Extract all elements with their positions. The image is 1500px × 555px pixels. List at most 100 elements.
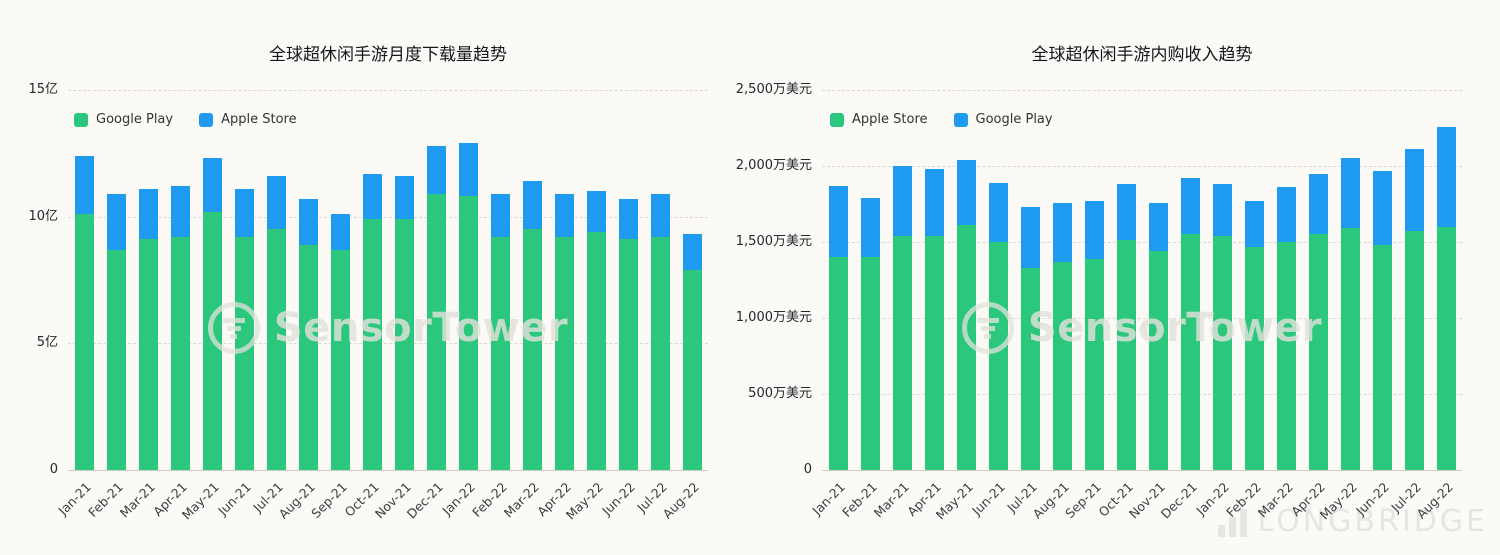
bar-segment-apple-store[interactable] <box>618 198 638 240</box>
bar-segment-google-play[interactable] <box>1372 170 1392 246</box>
bar-segment-apple-store[interactable] <box>170 186 190 237</box>
bar-segment-google-play[interactable] <box>1020 207 1040 268</box>
gridline <box>822 470 1462 471</box>
bar-segment-google-play[interactable] <box>490 236 510 470</box>
bar-segment-apple-store[interactable] <box>1180 234 1200 470</box>
bar-segment-apple-store[interactable] <box>106 193 126 250</box>
bar-segment-google-play[interactable] <box>1244 200 1264 247</box>
bar-segment-google-play[interactable] <box>74 214 94 470</box>
bar-segment-apple-store[interactable] <box>1244 246 1264 470</box>
bar-segment-apple-store[interactable] <box>1372 245 1392 470</box>
bar-segment-apple-store[interactable] <box>924 235 944 470</box>
bar-segment-google-play[interactable] <box>828 185 848 258</box>
bar-segment-google-play[interactable] <box>394 219 414 470</box>
bar-segment-apple-store[interactable] <box>1340 228 1360 470</box>
bar-segment-google-play[interactable] <box>266 229 286 470</box>
bar-segment-apple-store[interactable] <box>828 257 848 470</box>
logo-bar <box>1229 517 1237 537</box>
bar-segment-apple-store[interactable] <box>1084 258 1104 470</box>
bar-segment-apple-store[interactable] <box>362 173 382 220</box>
bar-segment-apple-store[interactable] <box>458 143 478 197</box>
bar-segment-apple-store[interactable] <box>330 214 350 250</box>
legend-item[interactable]: Apple Store <box>830 112 928 127</box>
bar-segment-google-play[interactable] <box>1436 126 1456 227</box>
bar-segment-google-play[interactable] <box>682 269 702 470</box>
bar-segment-apple-store[interactable] <box>988 242 1008 470</box>
bar-segment-apple-store[interactable] <box>956 225 976 470</box>
bar-segment-google-play[interactable] <box>202 211 222 470</box>
bar-segment-google-play[interactable] <box>138 239 158 470</box>
bar-segment-google-play[interactable] <box>1404 149 1424 232</box>
bar-segment-google-play[interactable] <box>860 197 880 258</box>
bar-segment-google-play[interactable] <box>1276 187 1296 242</box>
bar-segment-google-play[interactable] <box>106 249 126 470</box>
bar-segment-google-play[interactable] <box>298 244 318 470</box>
gridline <box>822 318 1462 319</box>
bar-segment-google-play[interactable] <box>362 219 382 470</box>
bar-segment-google-play[interactable] <box>458 196 478 470</box>
bar-segment-apple-store[interactable] <box>892 235 912 470</box>
bar-segment-apple-store[interactable] <box>74 155 94 215</box>
sensortower-watermark: SensorTower <box>68 302 708 354</box>
bar-segment-apple-store[interactable] <box>490 193 510 237</box>
bar-segment-google-play[interactable] <box>1212 184 1232 236</box>
bar-segment-apple-store[interactable] <box>586 191 606 232</box>
logo-bar <box>1240 509 1248 537</box>
bar-segment-apple-store[interactable] <box>202 158 222 212</box>
bar-segment-apple-store[interactable] <box>138 188 158 240</box>
bar-segment-apple-store[interactable] <box>266 176 286 230</box>
bar-segment-google-play[interactable] <box>1052 202 1072 262</box>
bar-segment-apple-store[interactable] <box>1020 267 1040 470</box>
bar-segment-google-play[interactable] <box>170 236 190 470</box>
bar-segment-google-play[interactable] <box>956 159 976 226</box>
bar-segment-apple-store[interactable] <box>1212 235 1232 470</box>
logo-bar <box>1218 525 1226 537</box>
bar-segment-apple-store[interactable] <box>1116 240 1136 470</box>
bar-segment-google-play[interactable] <box>1084 200 1104 259</box>
bar-segment-google-play[interactable] <box>1148 202 1168 252</box>
bar-segment-apple-store[interactable] <box>860 257 880 470</box>
bar-segment-google-play[interactable] <box>924 169 944 236</box>
bar-segment-google-play[interactable] <box>1116 184 1136 241</box>
bar-segment-apple-store[interactable] <box>394 176 414 220</box>
bar-segment-google-play[interactable] <box>1340 158 1360 229</box>
gridline <box>822 394 1462 395</box>
gridline <box>68 90 708 91</box>
y-axis-label: 2,000万美元 <box>735 158 812 173</box>
bar-segment-apple-store[interactable] <box>1148 251 1168 470</box>
bar-segment-google-play[interactable] <box>1180 178 1200 235</box>
chart-title: 全球超休闲手游月度下载量趋势 <box>269 45 507 65</box>
bar-segment-apple-store[interactable] <box>522 181 542 230</box>
legend: Google Play Apple Store <box>74 112 297 127</box>
chart-title: 全球超休闲手游内购收入趋势 <box>1031 45 1253 65</box>
y-axis-label: 1,500万美元 <box>735 234 812 249</box>
bar-segment-apple-store[interactable] <box>1404 231 1424 470</box>
bar-segment-google-play[interactable] <box>554 236 574 470</box>
bar-segment-google-play[interactable] <box>426 193 446 470</box>
y-axis-label: 2,500万美元 <box>735 82 812 97</box>
bar-segment-google-play[interactable] <box>650 236 670 470</box>
bar-segment-apple-store[interactable] <box>554 193 574 237</box>
legend-item[interactable]: Google Play <box>953 112 1053 127</box>
bar-segment-apple-store[interactable] <box>298 198 318 245</box>
bar-segment-google-play[interactable] <box>330 249 350 470</box>
bar-segment-apple-store[interactable] <box>1436 226 1456 470</box>
bar-segment-apple-store[interactable] <box>650 193 670 237</box>
bar-segment-google-play[interactable] <box>892 166 912 236</box>
legend-item[interactable]: Google Play <box>74 112 173 127</box>
bar-segment-google-play[interactable] <box>988 182 1008 242</box>
longbridge-logo-icon <box>1218 509 1248 537</box>
bar-segment-google-play[interactable] <box>522 229 542 470</box>
bar-segment-apple-store[interactable] <box>682 234 702 270</box>
bar-segment-apple-store[interactable] <box>1276 242 1296 470</box>
legend-item[interactable]: Apple Store <box>199 112 297 127</box>
bar-segment-google-play[interactable] <box>618 239 638 470</box>
bar-segment-apple-store[interactable] <box>234 188 254 237</box>
bar-segment-google-play[interactable] <box>234 236 254 470</box>
bar-segment-apple-store[interactable] <box>1308 234 1328 470</box>
bar-segment-apple-store[interactable] <box>1052 261 1072 470</box>
bar-segment-google-play[interactable] <box>1308 173 1328 235</box>
bar-segment-apple-store[interactable] <box>426 145 446 194</box>
bar-segment-google-play[interactable] <box>586 231 606 470</box>
longbridge-watermark-text: LONGBRIDGE <box>1257 504 1488 539</box>
